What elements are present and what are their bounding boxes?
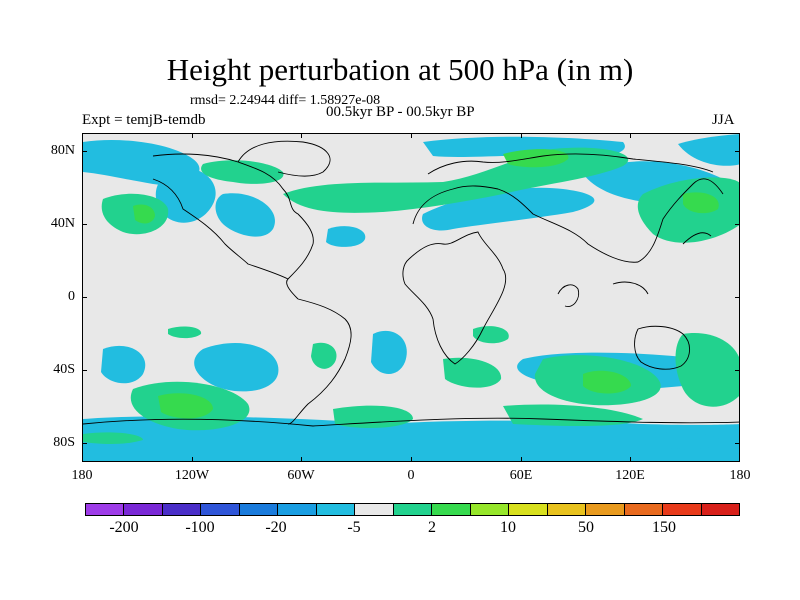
- lon-label-180e: 180: [729, 468, 751, 483]
- lat-label-80n: 80N: [50, 143, 75, 158]
- colorbar-swatch: [470, 504, 510, 515]
- colorbar-swatch: [86, 504, 125, 515]
- anomaly-negative-region: [326, 226, 366, 247]
- colorbar-swatch: [701, 504, 739, 515]
- lat-label-40n: 40N: [50, 216, 75, 231]
- anomaly-negative-region: [371, 330, 407, 375]
- anomaly-negative-region: [643, 432, 723, 450]
- anomaly-positive-region: [333, 405, 413, 429]
- anomaly-positive-region: [133, 204, 155, 224]
- colorbar-label: -200: [109, 519, 139, 536]
- anomaly-positive-region: [683, 192, 719, 214]
- colorbar: [85, 503, 740, 516]
- plot-title: Height perturbation at 500 hPa (in m): [166, 52, 634, 87]
- anomaly-negative-region: [83, 416, 739, 461]
- lon-label-120e: 120E: [615, 468, 645, 483]
- colorbar-swatch: [316, 504, 356, 515]
- lat-label-80s: 80S: [53, 435, 75, 450]
- colorbar-swatch: [663, 504, 702, 515]
- anomaly-positive-region: [473, 326, 509, 344]
- colorbar-swatch: [586, 504, 625, 515]
- colorbar-swatch: [547, 504, 587, 515]
- anomaly-negative-region: [101, 345, 146, 384]
- anomaly-negative-region: [155, 168, 216, 223]
- anomaly-positive-region: [201, 160, 284, 184]
- colorbar-swatch: [509, 504, 548, 515]
- colorbar-swatch: [393, 504, 433, 515]
- anomaly-positive-region: [83, 432, 143, 444]
- lat-label-0: 0: [68, 289, 75, 304]
- lon-label-60e: 60E: [509, 468, 533, 483]
- anomaly-negative-region: [215, 193, 275, 237]
- colorbar-swatch: [624, 504, 664, 515]
- anomaly-negative-region: [678, 134, 739, 166]
- colorbar-swatch: [124, 504, 163, 515]
- colorbar-label: 10: [500, 519, 516, 536]
- field-map: [83, 134, 739, 461]
- map-panel: [82, 133, 740, 462]
- anomaly-positive-region: [503, 149, 569, 168]
- anomaly-positive-region: [503, 404, 643, 427]
- anomaly-positive-region: [158, 393, 213, 419]
- anomaly-positive-region: [675, 333, 739, 407]
- colorbar-swatch: [355, 504, 394, 515]
- period-text: 00.5kyr BP - 00.5kyr BP: [326, 104, 475, 120]
- stats-text: rmsd= 2.24944 diff= 1.58927e-08: [190, 93, 381, 108]
- colorbar-label: 150: [652, 519, 676, 536]
- anomaly-negative-region: [194, 343, 279, 392]
- colorbar-label: -20: [265, 519, 287, 536]
- colorbar-label: -100: [185, 519, 215, 536]
- lat-label-40s: 40S: [53, 362, 75, 377]
- anomaly-positive-region: [583, 370, 631, 394]
- coastlines: [83, 140, 739, 427]
- anomaly-positive-region: [311, 342, 337, 369]
- lon-label-120w: 120W: [174, 468, 210, 483]
- colorbar-swatch: [278, 504, 317, 515]
- lon-label-180w: 180: [71, 468, 93, 483]
- colorbar-label: 2: [428, 519, 436, 536]
- anomaly-positive-region: [637, 177, 739, 243]
- colorbar-swatch: [239, 504, 279, 515]
- lon-label-0: 0: [407, 468, 415, 483]
- season-label: JJA: [712, 112, 735, 128]
- colorbar-swatch: [162, 504, 202, 515]
- experiment-label: Expt = temjB-temdb: [82, 112, 206, 128]
- colorbar-swatch: [201, 504, 240, 515]
- colorbar-swatch: [432, 504, 471, 515]
- colorbar-label: -5: [347, 519, 361, 536]
- anomaly-positive-region: [168, 326, 202, 339]
- anomaly-positive-region: [443, 357, 502, 388]
- colorbar-label: 50: [578, 519, 594, 536]
- lon-label-60w: 60W: [287, 468, 315, 483]
